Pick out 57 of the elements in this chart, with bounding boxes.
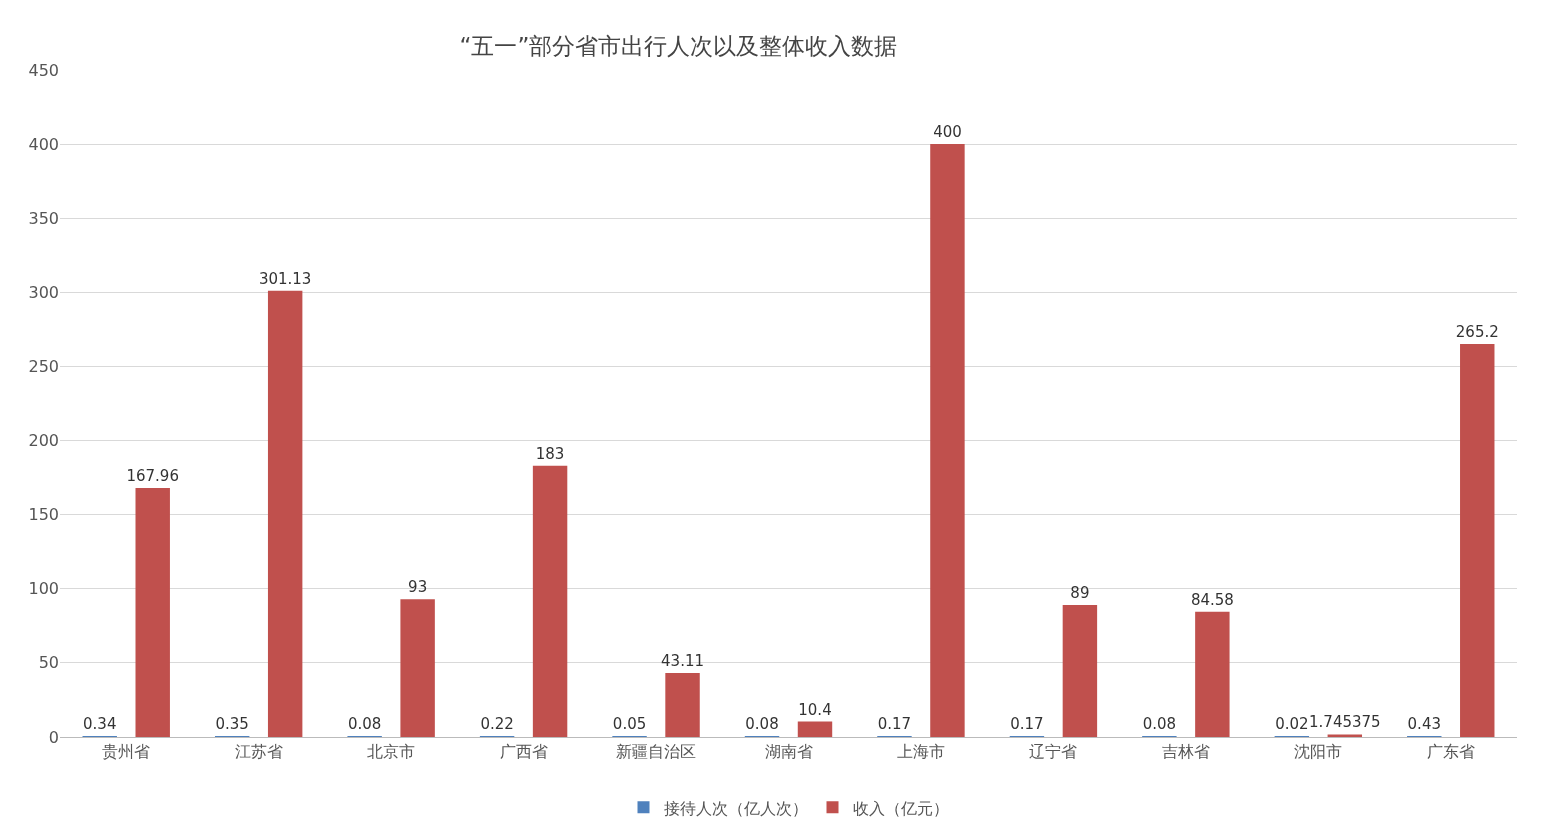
data-label: 0.05 — [612, 715, 647, 733]
x-tick-label: 上海市 — [896, 742, 945, 762]
chart-title: “五一”部分省市出行人次以及整体收入数据 — [459, 32, 898, 59]
x-tick-label: 广西省 — [499, 742, 548, 762]
bar — [1327, 734, 1363, 737]
x-tick-label: 北京市 — [367, 742, 416, 762]
data-label: 0.17 — [877, 715, 912, 733]
data-label: 183 — [535, 444, 565, 463]
y-tick-label: 100 — [28, 579, 59, 599]
data-label: 89 — [1070, 584, 1090, 603]
x-tick-label: 贵州省 — [102, 742, 151, 762]
y-tick-label: 50 — [38, 653, 59, 673]
data-label: 167.96 — [126, 467, 179, 486]
bar — [930, 144, 965, 737]
y-tick-label: 400 — [28, 134, 59, 154]
data-label: 10.4 — [798, 700, 832, 719]
data-label: 400 — [933, 123, 962, 142]
y-tick-label: 300 — [28, 282, 59, 302]
y-tick-label: 150 — [28, 505, 59, 525]
data-label: 0.08 — [745, 715, 779, 733]
x-tick-label: 沈阳市 — [1294, 742, 1343, 762]
data-label: 0.08 — [1142, 715, 1177, 733]
y-tick-label: 450 — [28, 60, 59, 80]
data-label: 93 — [408, 578, 428, 597]
x-tick-label: 辽宁省 — [1029, 742, 1078, 762]
data-label: 1.745375 — [1309, 713, 1381, 732]
data-label: 43.11 — [661, 652, 705, 671]
bar — [532, 465, 568, 737]
data-label: 265.2 — [1455, 322, 1499, 341]
x-tick-label: 广东省 — [1426, 742, 1475, 762]
bar — [665, 673, 700, 737]
x-tick-label: 湖南省 — [764, 742, 813, 762]
bar — [400, 599, 435, 737]
bar — [1195, 611, 1230, 737]
x-tick-label: 吉林省 — [1161, 742, 1210, 762]
data-label: 84.58 — [1190, 590, 1234, 609]
data-label: 0.35 — [215, 715, 249, 733]
bar — [135, 488, 170, 737]
y-tick-label: 350 — [28, 208, 59, 228]
y-tick-label: 0 — [48, 727, 59, 747]
bar — [797, 721, 833, 737]
data-label: 0.08 — [347, 715, 382, 733]
legend-label: 接待人次（亿人次） — [663, 798, 808, 818]
data-label: 0.02 — [1275, 715, 1309, 733]
y-tick-label: 250 — [28, 357, 59, 377]
data-label: 0.43 — [1407, 715, 1441, 733]
data-label: 0.17 — [1010, 715, 1044, 733]
data-label: 0.22 — [480, 715, 514, 733]
legend-label: 收入（亿元） — [852, 798, 949, 818]
bar — [267, 290, 303, 737]
data-label: 0.34 — [83, 715, 117, 733]
x-tick-label: 新疆自治区 — [616, 742, 697, 762]
data-label: 301.13 — [258, 269, 312, 288]
x-tick-label: 江苏省 — [234, 742, 283, 762]
y-tick-label: 200 — [28, 431, 59, 451]
bar — [1062, 605, 1098, 737]
bar — [1460, 343, 1495, 737]
